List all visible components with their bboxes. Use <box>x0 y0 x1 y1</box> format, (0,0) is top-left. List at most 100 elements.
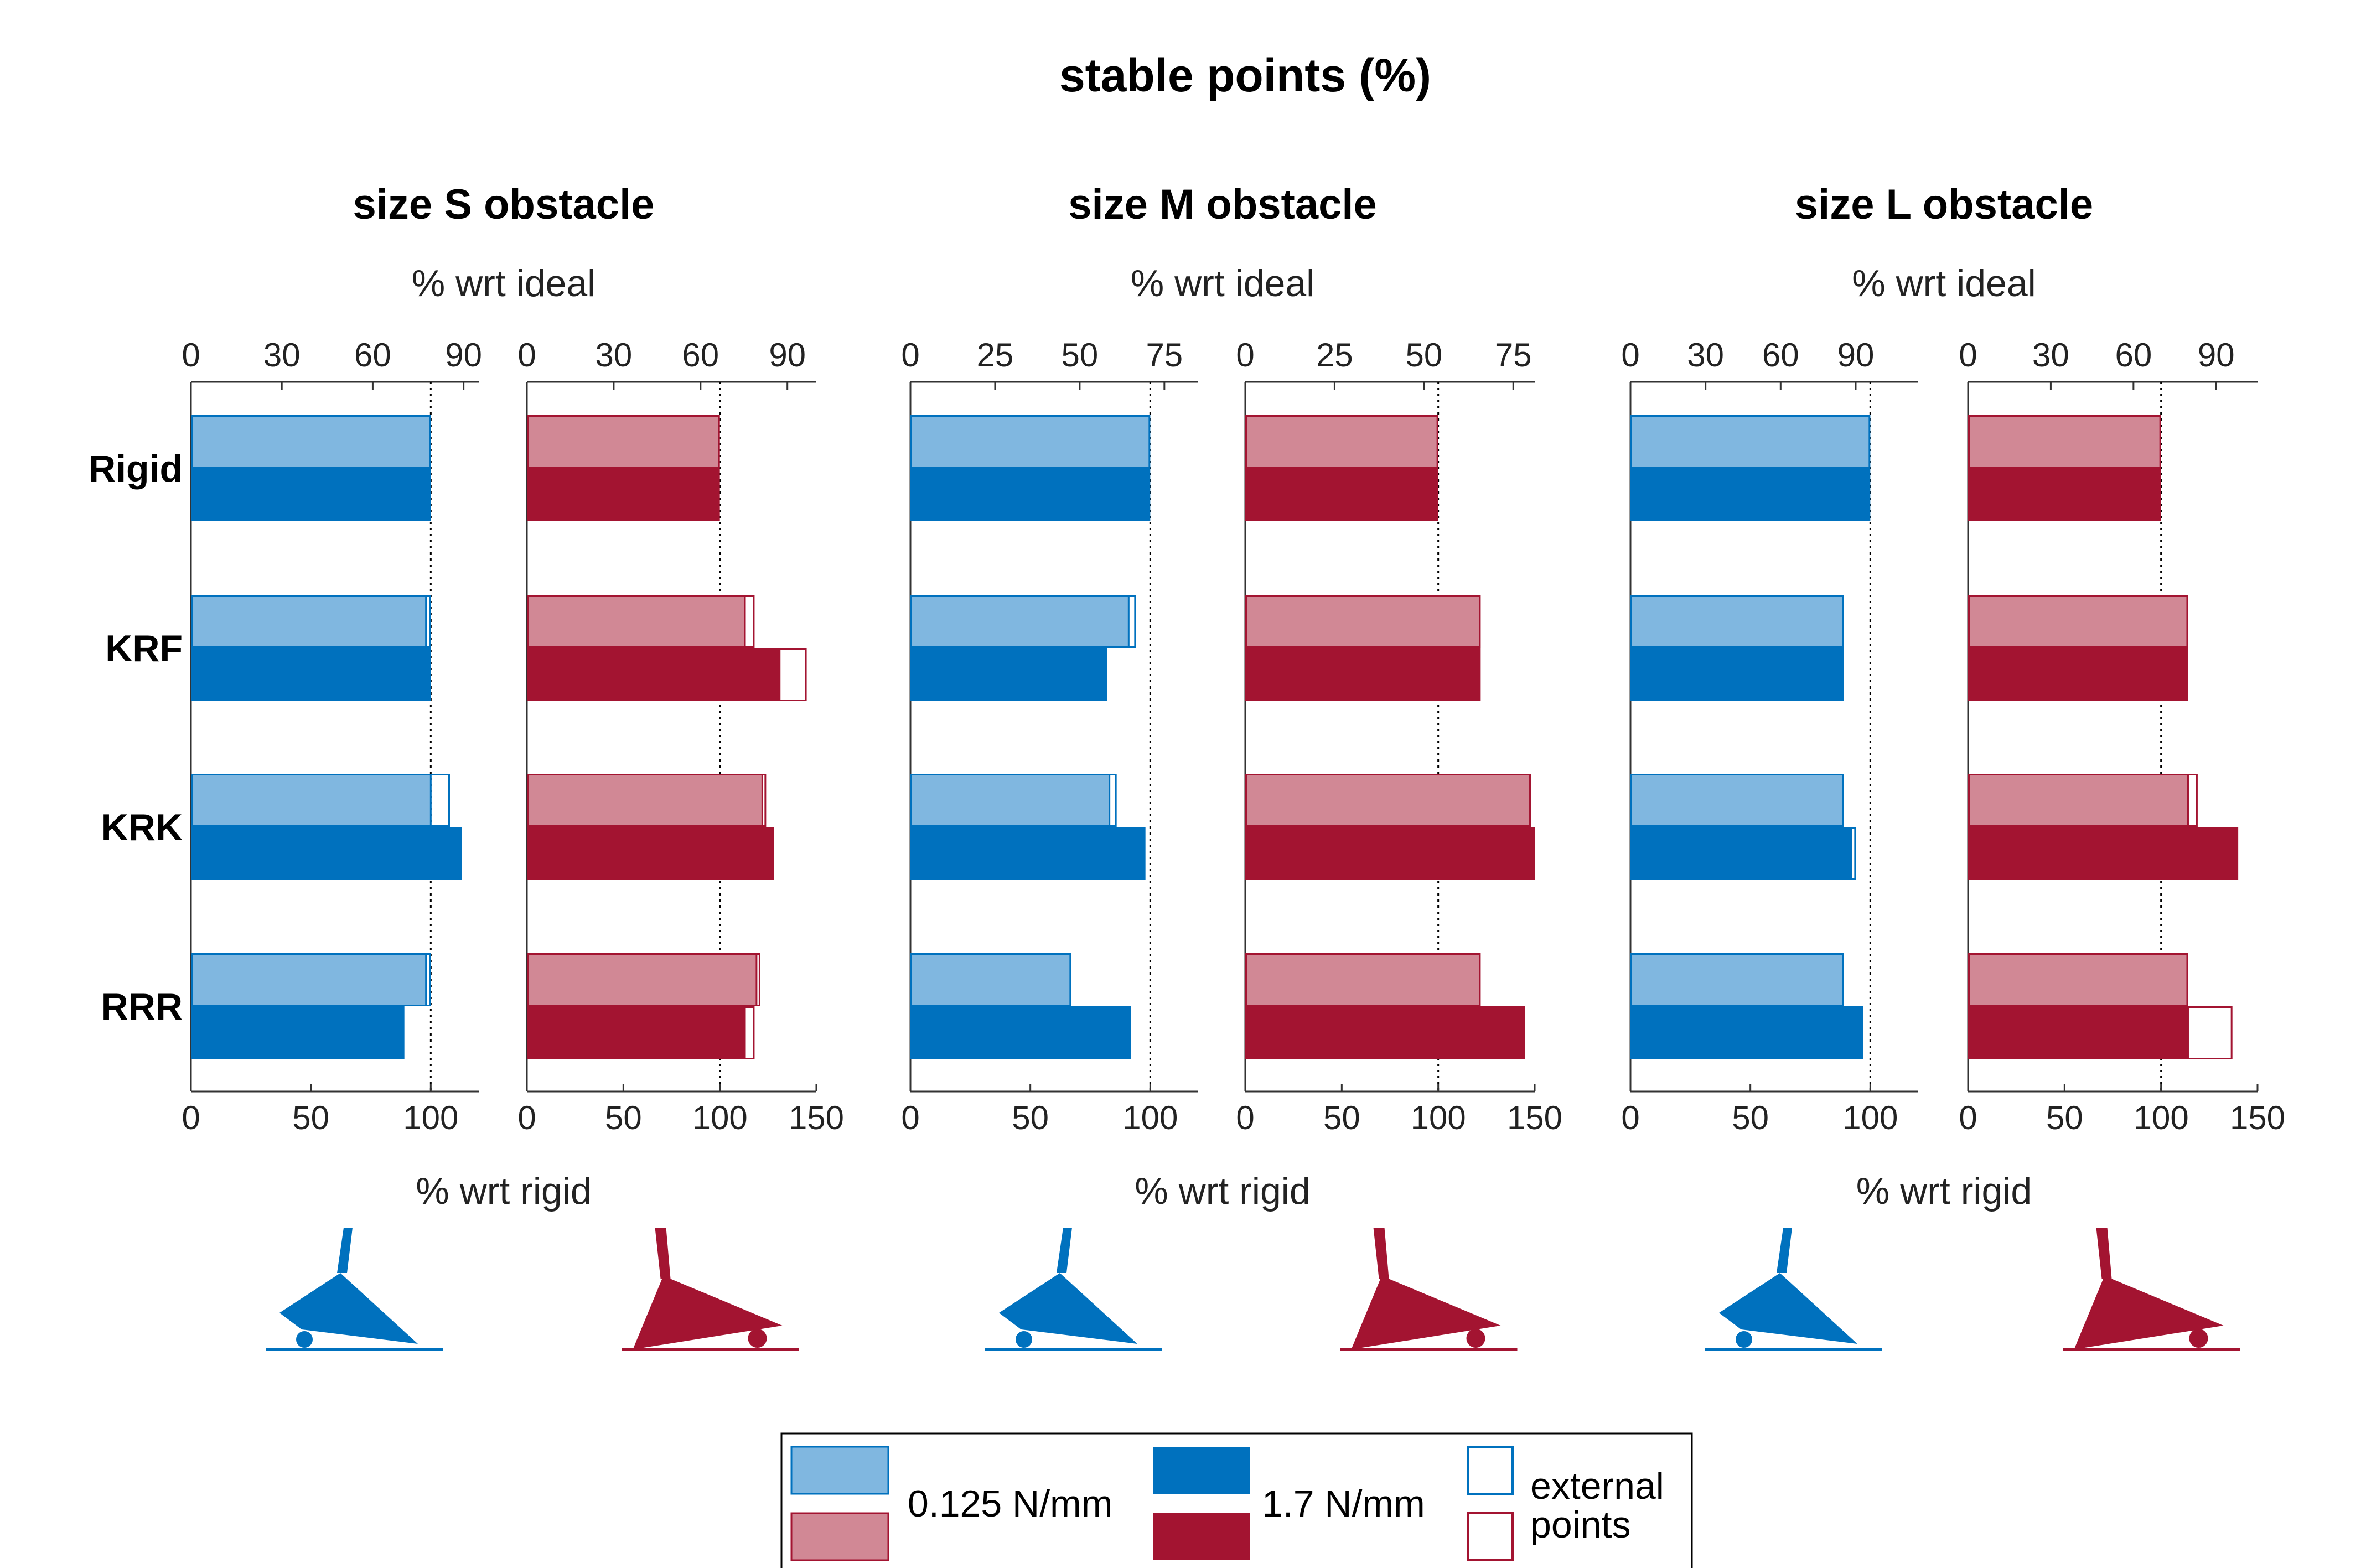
bar-light-KRK <box>910 774 1110 827</box>
top-tick-label: 30 <box>1687 337 1724 374</box>
wedge-body <box>279 1273 418 1344</box>
wedge-body <box>2074 1276 2224 1349</box>
bar-dark-KRK <box>191 827 462 880</box>
top-tick-label: 60 <box>354 337 391 374</box>
group-title: size M obstacle <box>1068 181 1377 228</box>
bar-dark-external-KRK <box>1850 827 1856 880</box>
bar-light-outline-KRF <box>1968 595 2188 648</box>
bar-light-outline-KRF <box>1630 595 1844 648</box>
bottom-tick-label: 100 <box>403 1099 458 1136</box>
wedge-wheel <box>1736 1331 1752 1348</box>
wedge-icon <box>622 1228 799 1351</box>
top-axis-label: % wrt ideal <box>412 262 596 304</box>
bar-light-KRF <box>191 595 426 648</box>
bar-light-Rigid <box>910 415 1151 468</box>
bar-dark-external-RRR <box>744 1006 755 1059</box>
bar-dark-KRF <box>1968 648 2188 701</box>
group-size-L-obstacle: size L obstacle % wrt ideal % wrt rigid 0 50… <box>1621 181 2285 1351</box>
bottom-tick-label: 150 <box>2230 1099 2285 1136</box>
bottom-tick-label: 100 <box>1122 1099 1178 1136</box>
wedge-wheel <box>296 1331 313 1348</box>
bar-dark-Rigid <box>1245 468 1438 521</box>
group-size-M-obstacle: size M obstacle % wrt ideal % wrt rigid 0 50… <box>901 181 1562 1351</box>
bar-light-outline-RRR <box>1968 953 2188 1006</box>
legend-swatch-red-light <box>790 1512 889 1561</box>
wedge-leg <box>337 1228 353 1273</box>
bar-dark-RRR <box>1245 1006 1525 1059</box>
top-tick-label: 25 <box>1316 337 1353 374</box>
wedge-icon <box>266 1228 443 1351</box>
figure-title: stable points (%) <box>1059 49 1431 101</box>
bar-dark-external-KRF <box>779 648 807 701</box>
bar-light-Rigid <box>191 415 431 468</box>
bar-light-outline-RRR <box>527 953 760 1006</box>
bar-light-outline-RRR <box>1245 953 1481 1006</box>
wedge-leg <box>1777 1228 1792 1273</box>
bottom-tick-label: 150 <box>789 1099 844 1136</box>
category-label-RRR: RRR <box>101 986 183 1028</box>
top-tick-label: 0 <box>1621 337 1639 374</box>
bar-light-outline-Rigid <box>1968 415 2161 468</box>
bar-light-KRK <box>1968 774 2188 827</box>
top-tick-label: 30 <box>596 337 633 374</box>
legend-label-light: 0.125 N/mm <box>908 1483 1112 1525</box>
top-axis-label: % wrt ideal <box>1852 262 2036 304</box>
bar-light-KRF <box>1245 595 1481 648</box>
wedge-leg <box>1057 1228 1072 1273</box>
wedge-wheel <box>1016 1331 1032 1348</box>
wedge-body <box>1351 1276 1501 1349</box>
top-tick-label: 60 <box>2115 337 2152 374</box>
bottom-axis-label: % wrt rigid <box>1856 1170 2032 1212</box>
bar-light-outline-KRF <box>191 595 431 648</box>
top-tick-label: 50 <box>1405 337 1442 374</box>
bottom-tick-label: 0 <box>1621 1099 1639 1136</box>
bar-dark-external-RRR <box>2187 1006 2233 1059</box>
wedge-wheel <box>1466 1329 1485 1348</box>
bar-dark-KRK <box>1245 827 1535 880</box>
bar-dark-KRK <box>527 827 774 880</box>
bar-dark-KRF <box>910 648 1107 701</box>
bottom-tick-label: 0 <box>517 1099 536 1136</box>
top-tick-label: 30 <box>263 337 301 374</box>
bottom-tick-label: 100 <box>2134 1099 2189 1136</box>
bottom-tick-label: 150 <box>1507 1099 1562 1136</box>
bar-dark-RRR <box>527 1006 745 1059</box>
bar-light-outline-KRK <box>527 774 767 827</box>
bar-light-KRK <box>1630 774 1844 827</box>
bar-dark-KRF <box>1630 648 1844 701</box>
top-tick-label: 50 <box>1062 337 1099 374</box>
wedge-leg <box>2096 1228 2112 1279</box>
bar-light-RRR <box>1245 953 1481 1006</box>
bar-light-outline-KRK <box>191 774 450 827</box>
bottom-tick-label: 0 <box>1236 1099 1254 1136</box>
bar-light-outline-KRK <box>1245 774 1531 827</box>
bar-light-outline-Rigid <box>1245 415 1438 468</box>
wedge-icon <box>2063 1228 2240 1351</box>
bottom-tick-label: 50 <box>1012 1099 1049 1136</box>
top-tick-label: 60 <box>682 337 719 374</box>
bottom-tick-label: 0 <box>901 1099 919 1136</box>
wedge-wheel <box>2189 1329 2208 1348</box>
top-axis-label: % wrt ideal <box>1131 262 1315 304</box>
legend-swatch-blue-light <box>790 1446 889 1495</box>
top-tick-label: 90 <box>445 337 482 374</box>
top-tick-label: 30 <box>2032 337 2069 374</box>
bottom-axis-label: % wrt rigid <box>416 1170 591 1212</box>
bar-light-KRK <box>1245 774 1531 827</box>
category-label-KRK: KRK <box>101 806 183 848</box>
panel-red: 0 50 100 150 0 25 50 75 <box>1236 337 1562 1351</box>
top-tick-label: 90 <box>2198 337 2235 374</box>
top-tick-label: 60 <box>1762 337 1799 374</box>
group-title: size L obstacle <box>1795 181 2093 228</box>
bar-light-outline-KRF <box>1245 595 1481 648</box>
bar-light-RRR <box>1968 953 2188 1006</box>
bar-dark-Rigid <box>910 468 1151 521</box>
panel-blue: 0 50 100 0 30 60 90 <box>182 337 482 1351</box>
group-title: size S obstacle <box>353 181 655 228</box>
bottom-tick-label: 50 <box>1323 1099 1360 1136</box>
bar-light-outline-RRR <box>910 953 1071 1006</box>
top-tick-label: 90 <box>769 337 806 374</box>
bar-dark-RRR <box>910 1006 1131 1059</box>
